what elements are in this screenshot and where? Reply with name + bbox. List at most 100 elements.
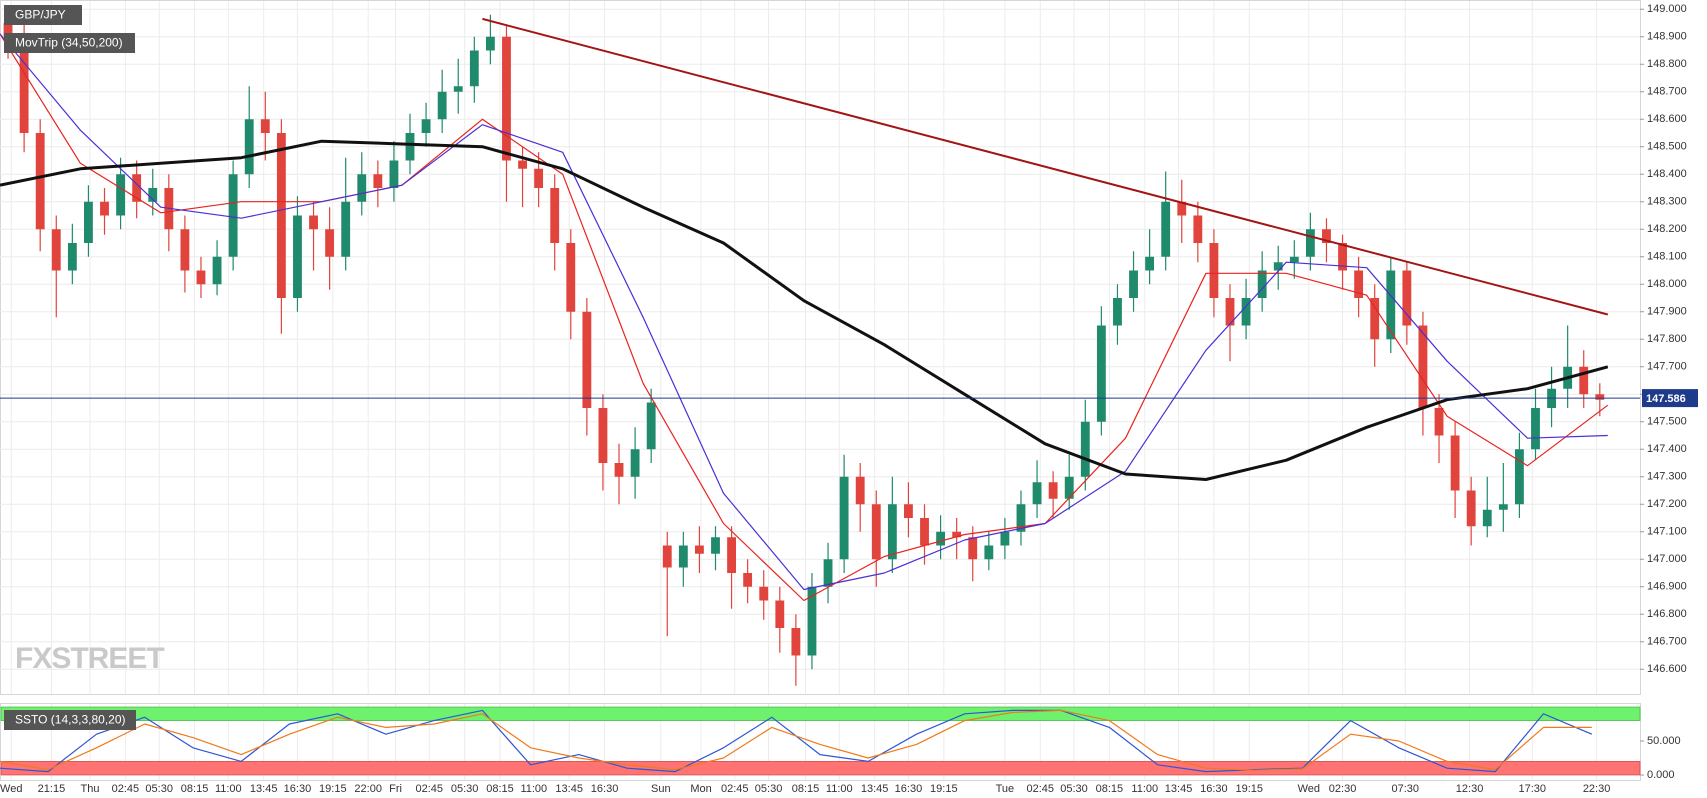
- candle-body: [839, 476, 849, 560]
- candle-body: [67, 243, 77, 271]
- x-tick-label: 16:30: [284, 783, 312, 795]
- y-tick-label: 148.800: [1647, 58, 1687, 70]
- x-tick-label: 19:15: [930, 783, 958, 795]
- y-tick-label: 50.000: [1647, 735, 1681, 747]
- candle-body: [405, 133, 415, 161]
- x-tick-label: 08:15: [181, 783, 209, 795]
- candle-body: [1305, 229, 1315, 257]
- candle-body: [1193, 215, 1203, 243]
- x-tick-label: 08:15: [792, 783, 820, 795]
- last-price-box: [1642, 389, 1698, 408]
- candle-body: [984, 545, 994, 560]
- marks: [0, 9, 1640, 773]
- candle-body: [1418, 325, 1428, 408]
- x-tick-label: 11:00: [520, 783, 547, 795]
- candle-body: [694, 545, 704, 554]
- candle-body: [775, 600, 785, 628]
- candle-body: [1145, 256, 1155, 271]
- candle-body: [534, 168, 544, 188]
- x-tick-label: 19:15: [1236, 783, 1264, 795]
- candle-body: [678, 545, 688, 568]
- candle-body: [1595, 394, 1605, 400]
- candle-body: [421, 119, 431, 133]
- x-tick-label: Sun: [651, 783, 671, 795]
- candle-body: [614, 463, 624, 477]
- x-tick-label: 22:30: [1583, 783, 1611, 795]
- candle-body: [920, 518, 929, 546]
- candle-body: [228, 174, 238, 257]
- y-tick-label: 149.000: [1647, 3, 1687, 15]
- candle-body: [968, 537, 978, 560]
- candle-body: [855, 476, 865, 505]
- candle-body: [293, 215, 302, 298]
- candle-body: [373, 174, 383, 188]
- x-tick-label: Wed: [0, 783, 22, 795]
- candle-body: [904, 504, 913, 518]
- candle-body: [823, 559, 833, 587]
- x-tick-label: 02:45: [112, 783, 140, 795]
- x-tick-label: 02:45: [1027, 783, 1055, 795]
- candle-body: [35, 133, 45, 230]
- candle-body: [1257, 270, 1267, 298]
- candle-body: [1579, 366, 1589, 395]
- candle-body: [598, 408, 608, 463]
- candle-body: [1386, 270, 1396, 340]
- y-tick-label: 146.600: [1647, 663, 1687, 675]
- x-tick-label: 13:45: [861, 783, 889, 795]
- candle-body: [453, 86, 463, 92]
- x-tick-label: Thu: [81, 783, 100, 795]
- candle-body: [1482, 509, 1492, 527]
- y-tick-label: 147.900: [1647, 306, 1687, 318]
- candle-body: [711, 537, 720, 554]
- candle-body: [196, 270, 206, 285]
- candle-body: [1322, 229, 1331, 243]
- candle-body: [1354, 270, 1364, 298]
- x-tick-label: 21:15: [38, 783, 66, 795]
- x-tick-label: Wed: [1298, 783, 1320, 795]
- x-tick-label: 19:15: [319, 783, 347, 795]
- candle-body: [791, 628, 801, 656]
- candle-body: [518, 160, 527, 169]
- candle-body: [1498, 504, 1508, 510]
- candle-body: [276, 133, 286, 298]
- candle-body: [1531, 408, 1540, 450]
- trendline: [482, 17, 1609, 316]
- candle-body: [1064, 476, 1074, 499]
- x-tick-label: Tue: [996, 783, 1015, 795]
- candle-body: [84, 201, 93, 243]
- x-tick-label: 11:00: [826, 783, 853, 795]
- candle-body: [437, 91, 447, 120]
- x-tick-label: 02:45: [721, 783, 749, 795]
- candle-body: [1514, 449, 1524, 505]
- candle-body: [51, 229, 61, 271]
- x-tick-label: 16:30: [1200, 783, 1228, 795]
- candle-body: [1402, 270, 1412, 326]
- candle-body: [148, 188, 158, 202]
- y-tick-label: 146.700: [1647, 636, 1687, 648]
- main-panel: [0, 0, 1641, 695]
- candle-body: [1370, 298, 1380, 340]
- last-price-label: 147.586: [1646, 393, 1686, 405]
- candle-body: [116, 174, 126, 216]
- overbought-band: [0, 706, 1641, 721]
- candle-body: [1080, 421, 1090, 477]
- candle-body: [1000, 531, 1010, 546]
- y-tick-label: 148.200: [1647, 223, 1687, 235]
- candle-body: [389, 160, 399, 188]
- y-tick-label: 147.000: [1647, 553, 1687, 565]
- candle-body: [1113, 298, 1122, 326]
- candle-body: [244, 119, 254, 175]
- candle-body: [1016, 504, 1026, 532]
- x-tick-label: 16:30: [895, 783, 923, 795]
- oversold-band: [0, 761, 1641, 776]
- candle-body: [630, 449, 640, 477]
- symbol-label: GBP/JPY: [15, 8, 66, 22]
- y-tick-label: 148.300: [1647, 196, 1687, 208]
- x-tick-label: 07:30: [1391, 783, 1419, 795]
- candle-body: [1338, 243, 1347, 271]
- candle-body: [485, 36, 495, 51]
- candle-body: [566, 243, 576, 312]
- labels: FXSTREET GBP/JPY MovTrip (34,50,200) SST…: [0, 3, 1698, 795]
- candle-body: [260, 119, 270, 133]
